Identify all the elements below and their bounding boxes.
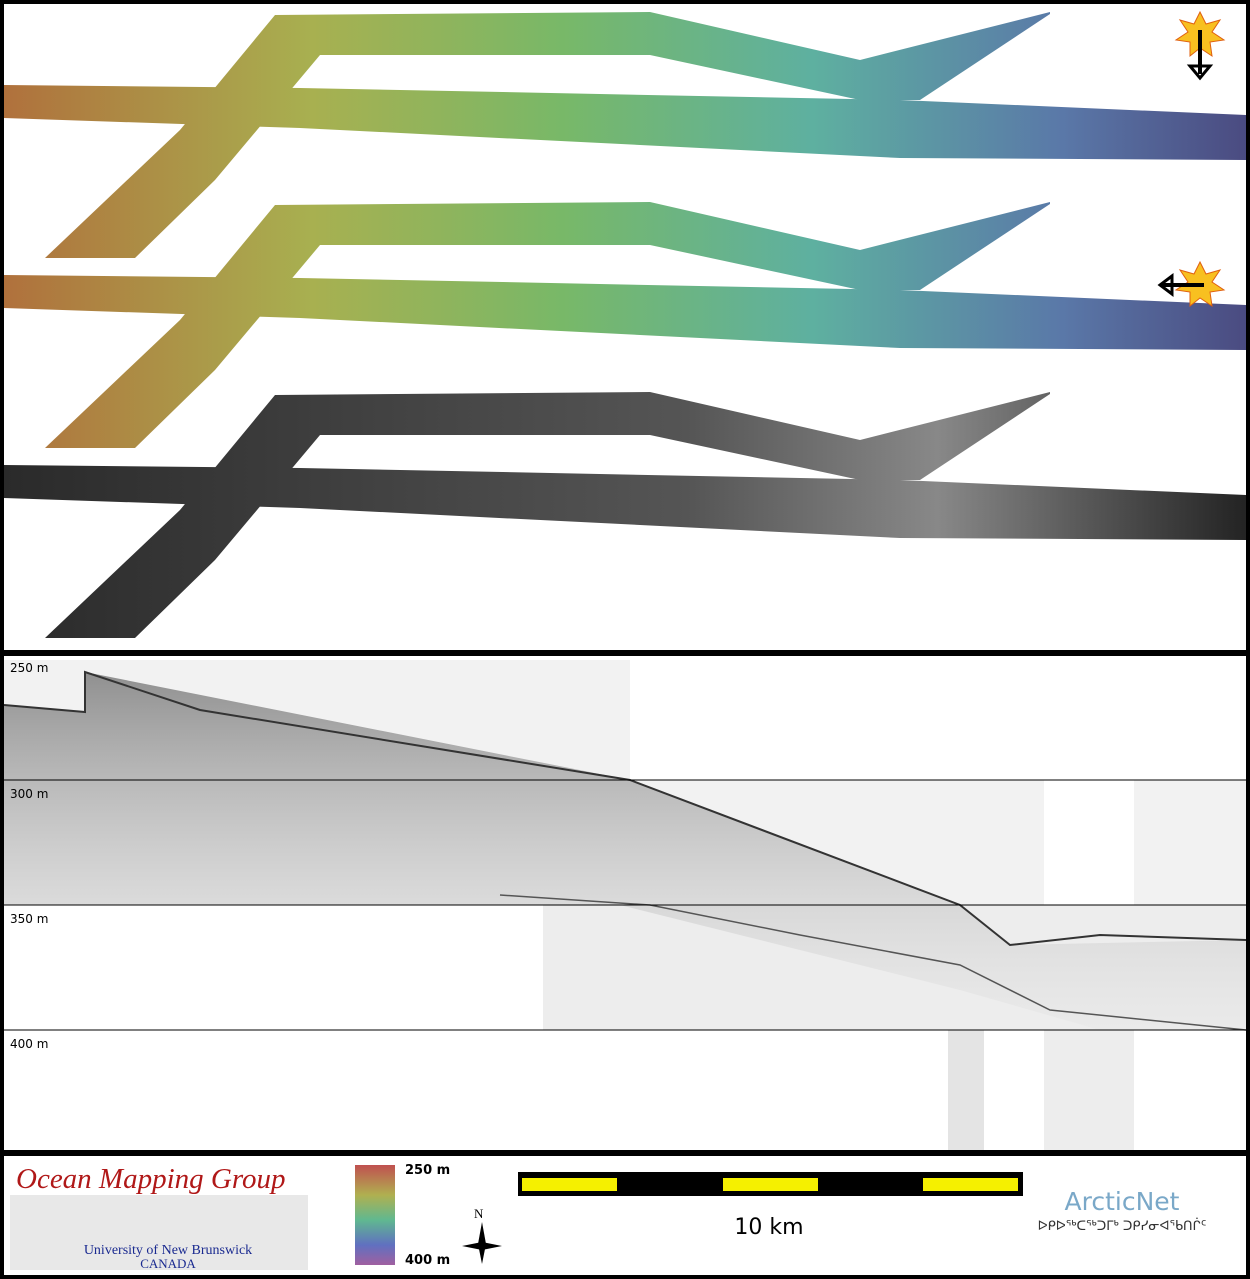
depth-label: 350 m [10, 912, 48, 926]
arcticnet-name: ArcticNet [1065, 1187, 1180, 1216]
scale-label: 10 km [734, 1215, 803, 1240]
sun-icon [1174, 10, 1226, 81]
logo-image [10, 1195, 308, 1270]
legend-top: 250 m [405, 1163, 450, 1178]
compass-label: N [474, 1206, 484, 1221]
depth-lines [4, 779, 1246, 1031]
compass [462, 1222, 502, 1264]
logo-country: CANADA [140, 1256, 196, 1271]
legend-bottom: 400 m [405, 1253, 450, 1268]
color-legend [355, 1165, 395, 1265]
scale-bar [518, 1172, 1023, 1196]
logo-title: Ocean Mapping Group [16, 1163, 286, 1195]
depth-label: 400 m [10, 1037, 48, 1051]
depth-label: 300 m [10, 787, 48, 801]
sun-icon [1157, 260, 1226, 308]
depth-label: 250 m [10, 661, 48, 675]
arcticnet-syllabics: ᐅᑭᐅᖅᑕᖅᑐᒥᒃ ᑐᑭᓯᓂᐊᖃᑎᒌᑦ [1038, 1217, 1207, 1234]
logo-university: University of New Brunswick [84, 1243, 252, 1258]
profile-echo [3, 660, 1247, 1150]
